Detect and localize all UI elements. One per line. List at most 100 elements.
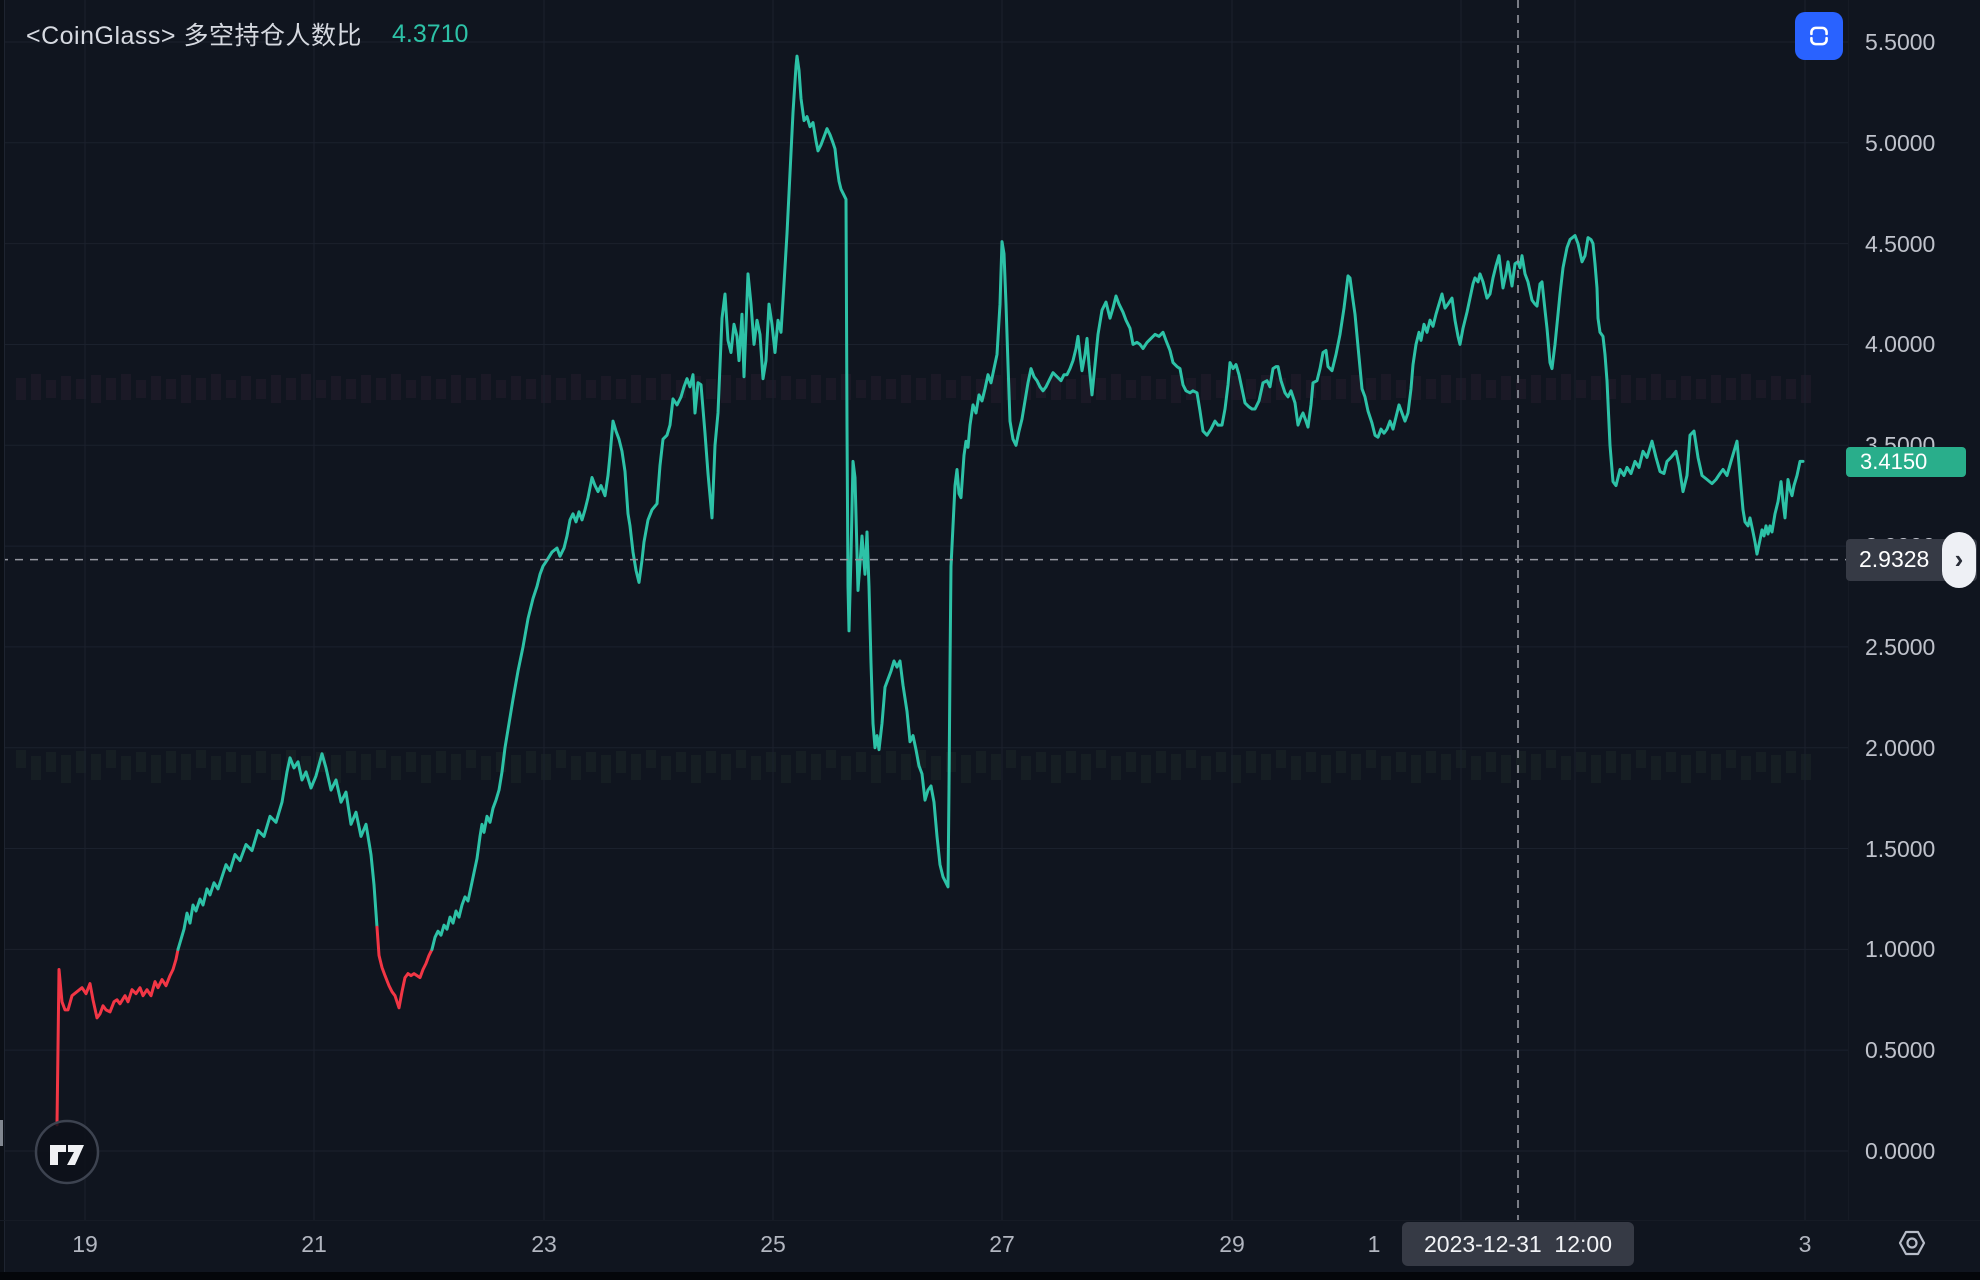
watermark-block: [1021, 756, 1031, 780]
watermark-block: [1606, 379, 1616, 399]
watermark-block: [511, 376, 521, 400]
settings-button[interactable]: [1893, 1224, 1931, 1262]
watermark-block: [1756, 752, 1766, 772]
watermark-block: [901, 375, 911, 403]
watermark-block: [796, 379, 806, 399]
watermark-block: [106, 378, 116, 400]
watermark-block: [496, 380, 506, 398]
watermark-block: [31, 756, 41, 780]
watermark-block: [1546, 378, 1556, 400]
watermark-block: [1621, 754, 1631, 780]
watermark-block: [1006, 750, 1016, 768]
watermark-block: [16, 378, 26, 400]
watermark-block: [466, 750, 476, 768]
watermark-block: [1261, 754, 1271, 780]
watermark-block: [1576, 380, 1586, 398]
watermark-block: [1501, 376, 1511, 400]
watermark-block: [586, 752, 596, 772]
watermark-block: [1336, 751, 1346, 773]
watermark-block: [706, 751, 716, 773]
watermark-block: [466, 378, 476, 400]
watermark-block: [1591, 755, 1601, 783]
watermark-block: [1771, 376, 1781, 400]
watermark-block: [346, 751, 356, 773]
watermark-block: [241, 755, 251, 783]
watermark-block: [931, 374, 941, 400]
watermark-block: [196, 750, 206, 768]
watermark-block: [676, 752, 686, 772]
time-scale-label: 23: [531, 1231, 557, 1257]
price-line-segment-3-red: [375, 925, 434, 1010]
watermark-block: [1171, 375, 1181, 403]
left-edge-marker: [0, 1120, 3, 1146]
watermark-block: [1591, 376, 1601, 400]
bottom-panel-edge: [0, 1272, 1980, 1280]
watermark-block: [556, 378, 566, 400]
viewfinder-brackets-icon: [1810, 26, 1828, 46]
watermark-block: [511, 755, 521, 783]
time-scale-label: 3: [1798, 1231, 1812, 1257]
scale-expand-handle[interactable]: ›: [1942, 531, 1976, 588]
watermark-block: [286, 378, 296, 400]
watermark-block: [166, 379, 176, 399]
watermark-block: [1336, 379, 1346, 399]
watermark-block: [316, 380, 326, 398]
watermark-block: [1801, 754, 1811, 780]
watermark-block: [1396, 380, 1406, 398]
watermark-block: [1621, 375, 1631, 403]
watermark-block: [1096, 378, 1106, 400]
time-scale[interactable]: 19 21 23 25 27 29 1 3: [0, 1220, 1980, 1273]
watermark-block: [601, 376, 611, 400]
watermark-block: [1261, 375, 1271, 403]
screenshot-button[interactable]: [1795, 12, 1843, 60]
watermark-block: [1471, 756, 1481, 780]
watermark-block: [781, 755, 791, 783]
watermark-block: [1636, 750, 1646, 768]
watermark-block: [1231, 376, 1241, 400]
watermark-block: [1396, 752, 1406, 772]
price-line-segment-2-teal: [176, 752, 379, 951]
last-price-badge: 3.4150: [1846, 447, 1966, 478]
watermark-block: [856, 752, 866, 772]
watermark-block: [1081, 754, 1091, 780]
hexagon-gear-icon: [1898, 1230, 1926, 1256]
watermark-block: [1276, 750, 1286, 768]
watermark-block: [271, 375, 281, 403]
time-scale-label: 27: [989, 1231, 1015, 1257]
watermark-block: [1681, 755, 1691, 783]
watermark-block: [1126, 752, 1136, 772]
watermark-block: [421, 755, 431, 783]
watermark-block: [1156, 379, 1166, 399]
watermark-block: [811, 754, 821, 780]
watermark-block: [196, 378, 206, 400]
price-line-segment-1-red: [55, 947, 180, 1127]
tradingview-logo[interactable]: [34, 1119, 100, 1185]
tradingview-logo-icon: [34, 1119, 100, 1185]
watermark-block: [1216, 752, 1226, 772]
watermark-block: [1651, 374, 1661, 400]
watermark-block: [1486, 380, 1496, 398]
price-scale-label: 1.0000: [1865, 936, 1936, 963]
watermark-block: [256, 379, 266, 399]
crosshair-date-badge: 2023-12-31 12:00: [1402, 1222, 1634, 1266]
watermark-block: [1096, 750, 1106, 768]
price-scale[interactable]: 5.50005.00004.50004.00003.50003.00002.50…: [1848, 0, 1980, 1220]
crosshair-date-value: 2023-12-31 12:00: [1424, 1230, 1612, 1257]
watermark-block: [46, 752, 56, 772]
watermark-block: [1651, 756, 1661, 780]
time-scale-label: 1: [1367, 1231, 1381, 1257]
watermark-block: [721, 375, 731, 403]
watermark-block: [1711, 754, 1721, 780]
watermark-block: [481, 374, 491, 400]
chevron-right-icon: ›: [1954, 544, 1964, 575]
watermark-block: [421, 376, 431, 400]
watermark-block: [451, 754, 461, 780]
watermark-block: [1366, 378, 1376, 400]
watermark-block: [61, 755, 71, 783]
watermark-block: [76, 379, 86, 399]
price-scale-label: 2.0000: [1865, 734, 1936, 761]
watermark-block: [121, 756, 131, 780]
watermark-block: [1726, 378, 1736, 400]
watermark-block: [1291, 756, 1301, 780]
